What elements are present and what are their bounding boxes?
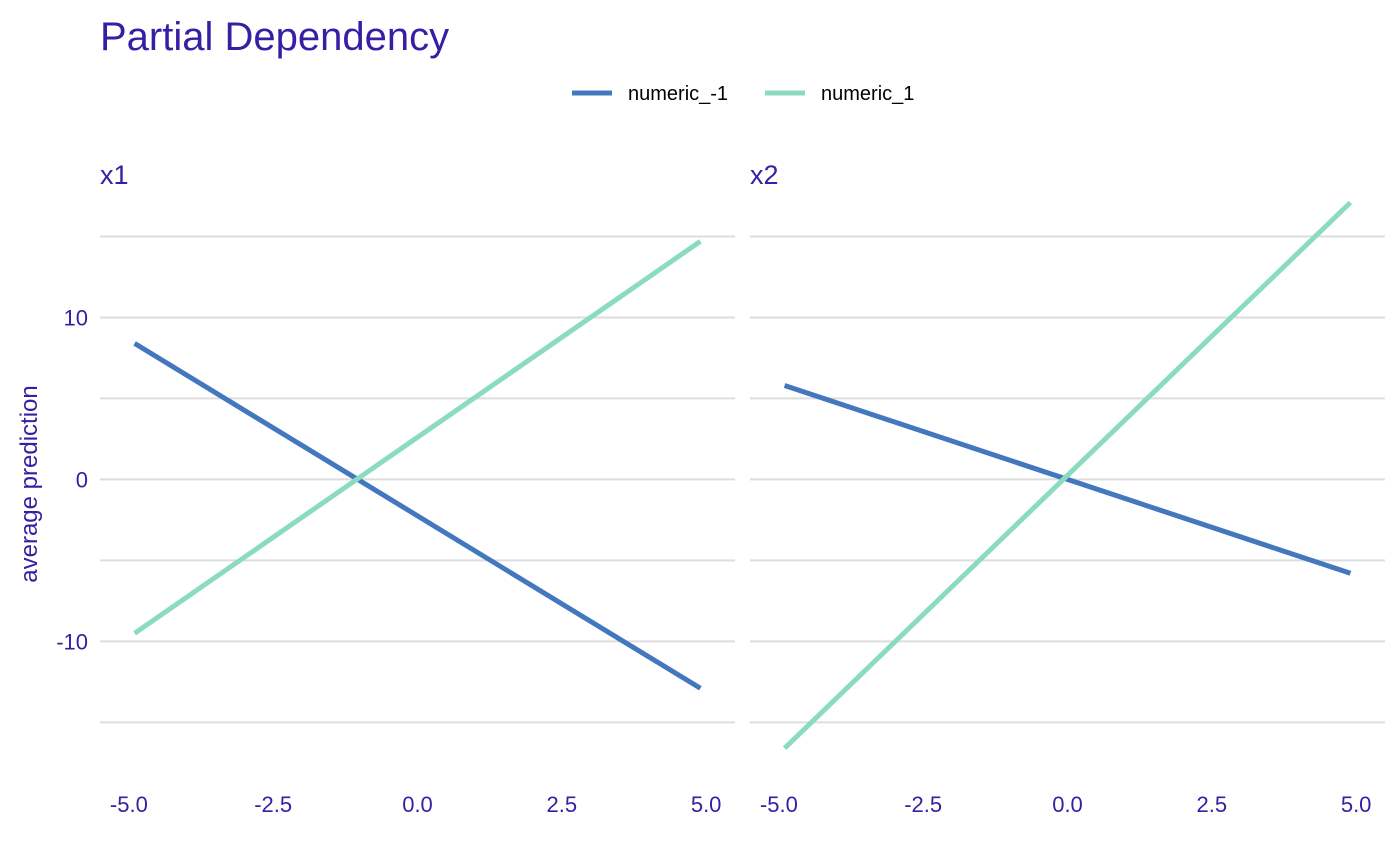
x-tick-label-2-5: 2.5 [1197,792,1228,817]
x-tick-label-5-0: 5.0 [691,792,722,817]
panel-x2: x2 -5.0 -2.5 0.0 2.5 5.0 [750,160,1385,817]
y-tick-label-10: 10 [64,305,88,330]
x-tick-label-2-5: 2.5 [547,792,578,817]
x-tick-label-0-0: 0.0 [1052,792,1083,817]
series-line-numeric-minus-1 [133,341,702,691]
x-tick-label-minus-5-0: -5.0 [110,792,148,817]
panel-title-x1: x1 [100,160,129,190]
panel-x1-x-axis-ticks: -5.0 -2.5 0.0 2.5 5.0 [110,792,722,817]
y-tick-label-0: 0 [76,467,88,492]
legend-label-numeric-1: numeric_1 [821,83,914,105]
series-line-numeric-1 [133,239,702,636]
series-line-numeric-1 [782,200,1353,750]
legend: numeric_-1 numeric_1 [572,83,914,105]
y-axis-label: average prediction [16,385,43,582]
panel-x2-series [782,200,1353,750]
panel-x1: x1 -10 0 10 -5.0 -2.5 0.0 2.5 5.0 [56,160,735,817]
x-tick-label-minus-2-5: -2.5 [904,792,942,817]
legend-label-numeric-minus-1: numeric_-1 [628,83,728,105]
x-tick-label-5-0: 5.0 [1341,792,1372,817]
panel-title-x2: x2 [750,160,779,190]
x-tick-label-0-0: 0.0 [402,792,433,817]
x-tick-label-minus-5-0: -5.0 [760,792,798,817]
chart-title: Partial Dependency [100,15,449,59]
panel-x2-x-axis-ticks: -5.0 -2.5 0.0 2.5 5.0 [760,792,1372,817]
y-tick-label-minus-10: -10 [56,629,88,654]
y-axis-ticks: -10 0 10 [56,305,88,654]
series-line-numeric-minus-1 [783,383,1352,576]
panel-x1-gridlines [100,235,735,724]
panel-x1-series [133,239,702,691]
x-tick-label-minus-2-5: -2.5 [254,792,292,817]
